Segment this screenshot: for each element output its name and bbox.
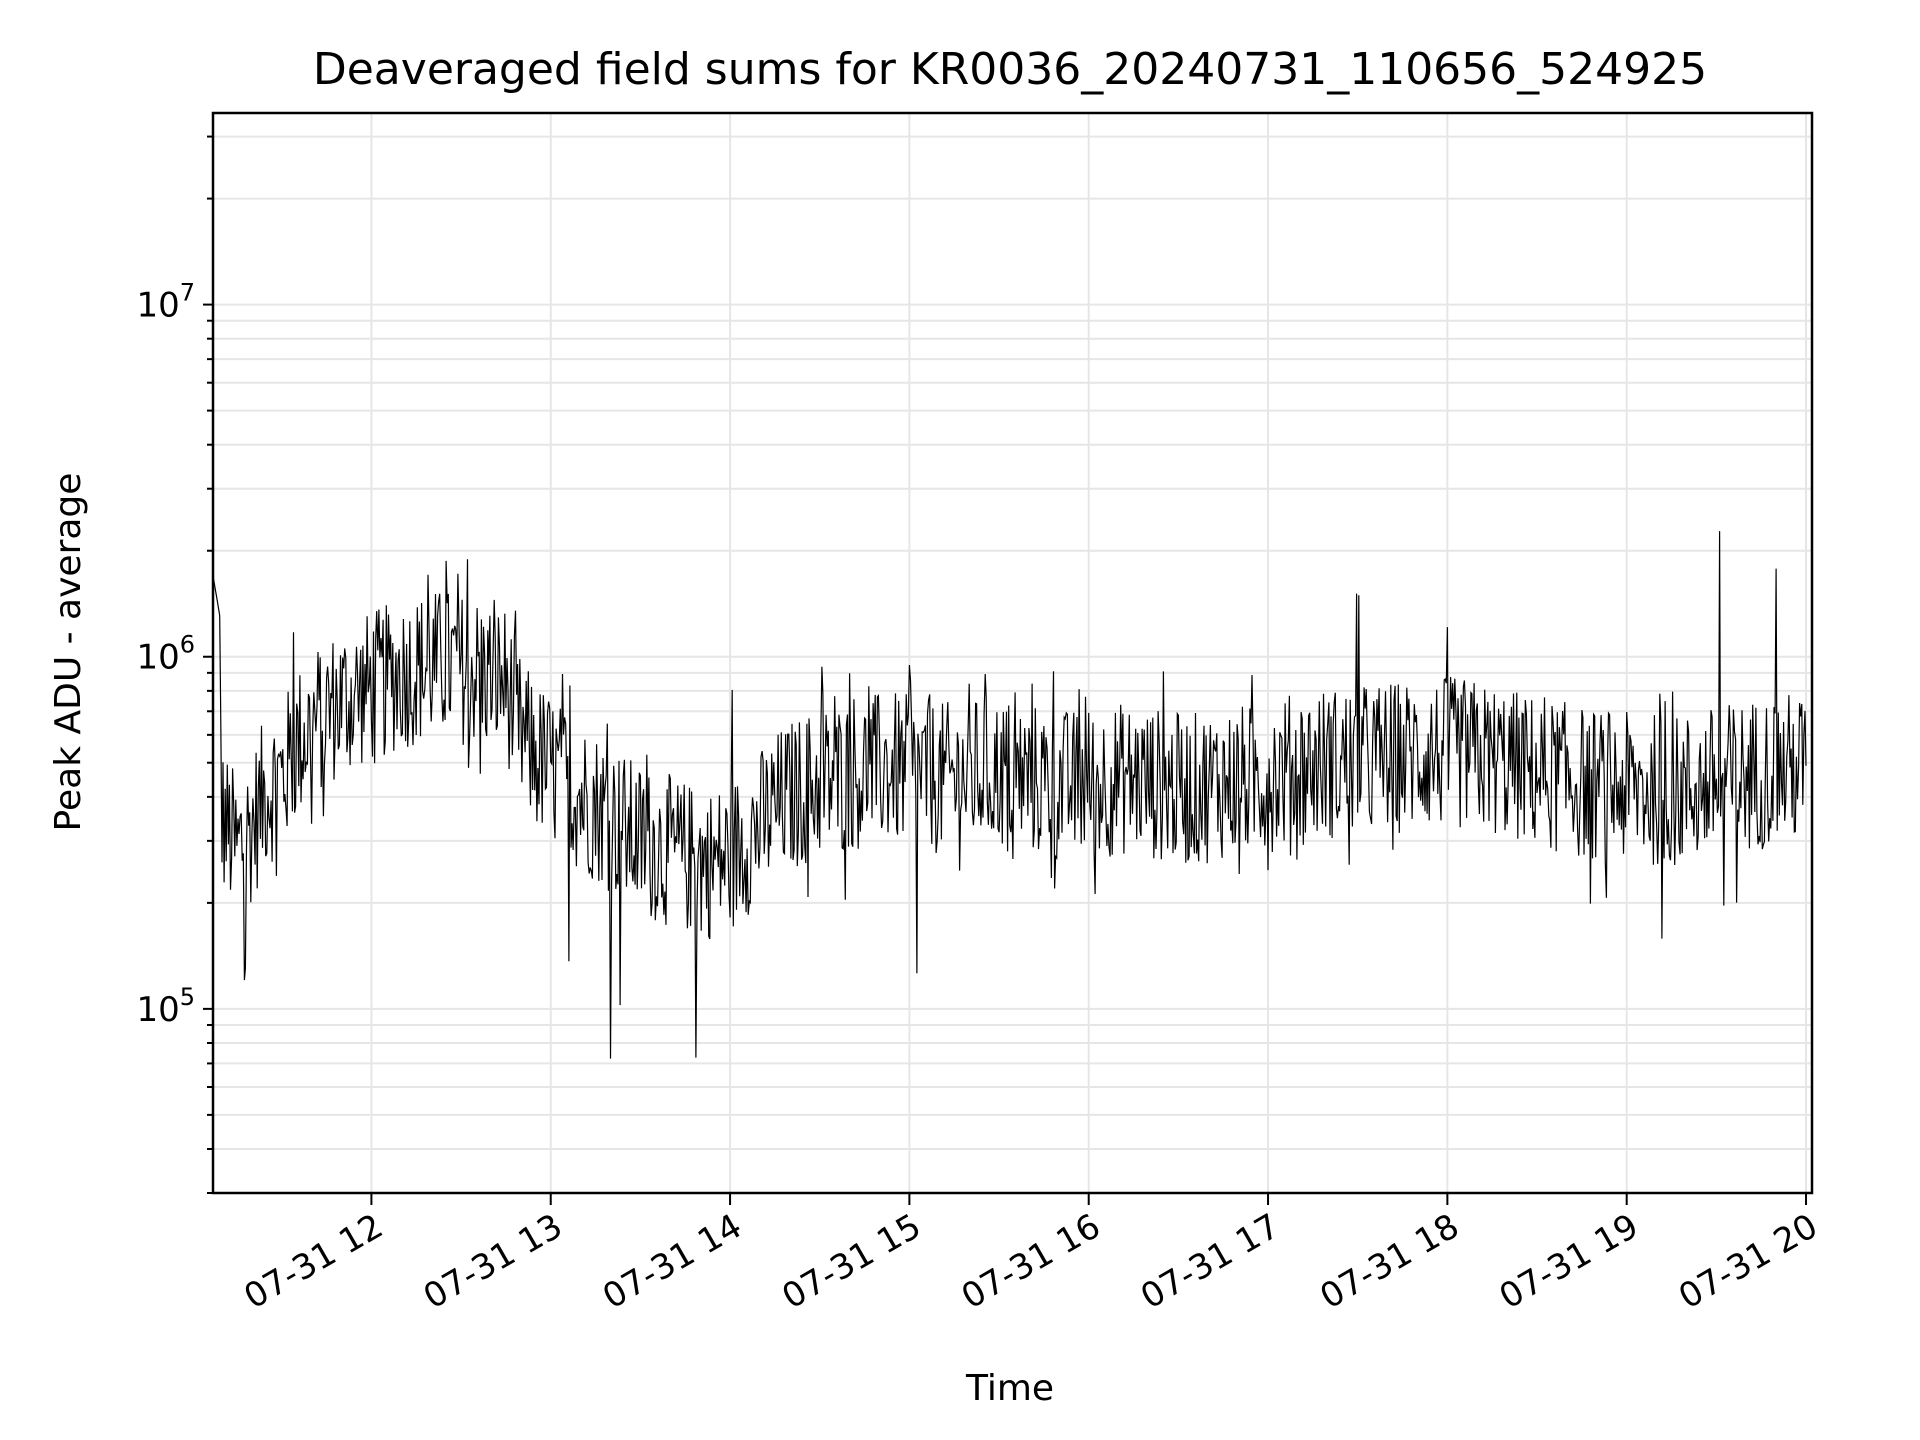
series-line [212, 164, 1807, 1059]
plot-area-frame [211, 111, 1814, 1195]
x-axis-label: Time [965, 1368, 1054, 1409]
y-axis-label: Peak ADU - average [48, 473, 89, 832]
y-tick-label: 107 [136, 279, 195, 326]
series-layer [212, 164, 1807, 1059]
y-tick-label: 106 [136, 631, 195, 678]
y-axis: 105 106 107 [136, 135, 213, 1194]
y-tick-label: 105 [136, 983, 195, 1030]
chart-title: Deaveraged field sums for KR0036_2024073… [313, 44, 1707, 95]
